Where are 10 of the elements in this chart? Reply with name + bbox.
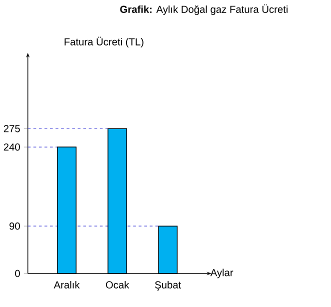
x-tick-label: Ocak [106,281,130,289]
y-axis-title: Fatura Ücreti (TL) [64,36,144,48]
y-tick-label: 240 [4,144,20,151]
y-tick-label: 0 [15,270,20,278]
y-tick-label: 275 [4,125,20,132]
x-tick-label: Aralık [54,281,80,289]
chart-title: Grafik: Aylık Doğal gaz Fatura Ücreti [120,4,288,16]
x-tick-label: Şubat [155,281,182,291]
y-tick-label: 90 [10,222,20,230]
x-axis-title: Aylar [210,268,234,278]
